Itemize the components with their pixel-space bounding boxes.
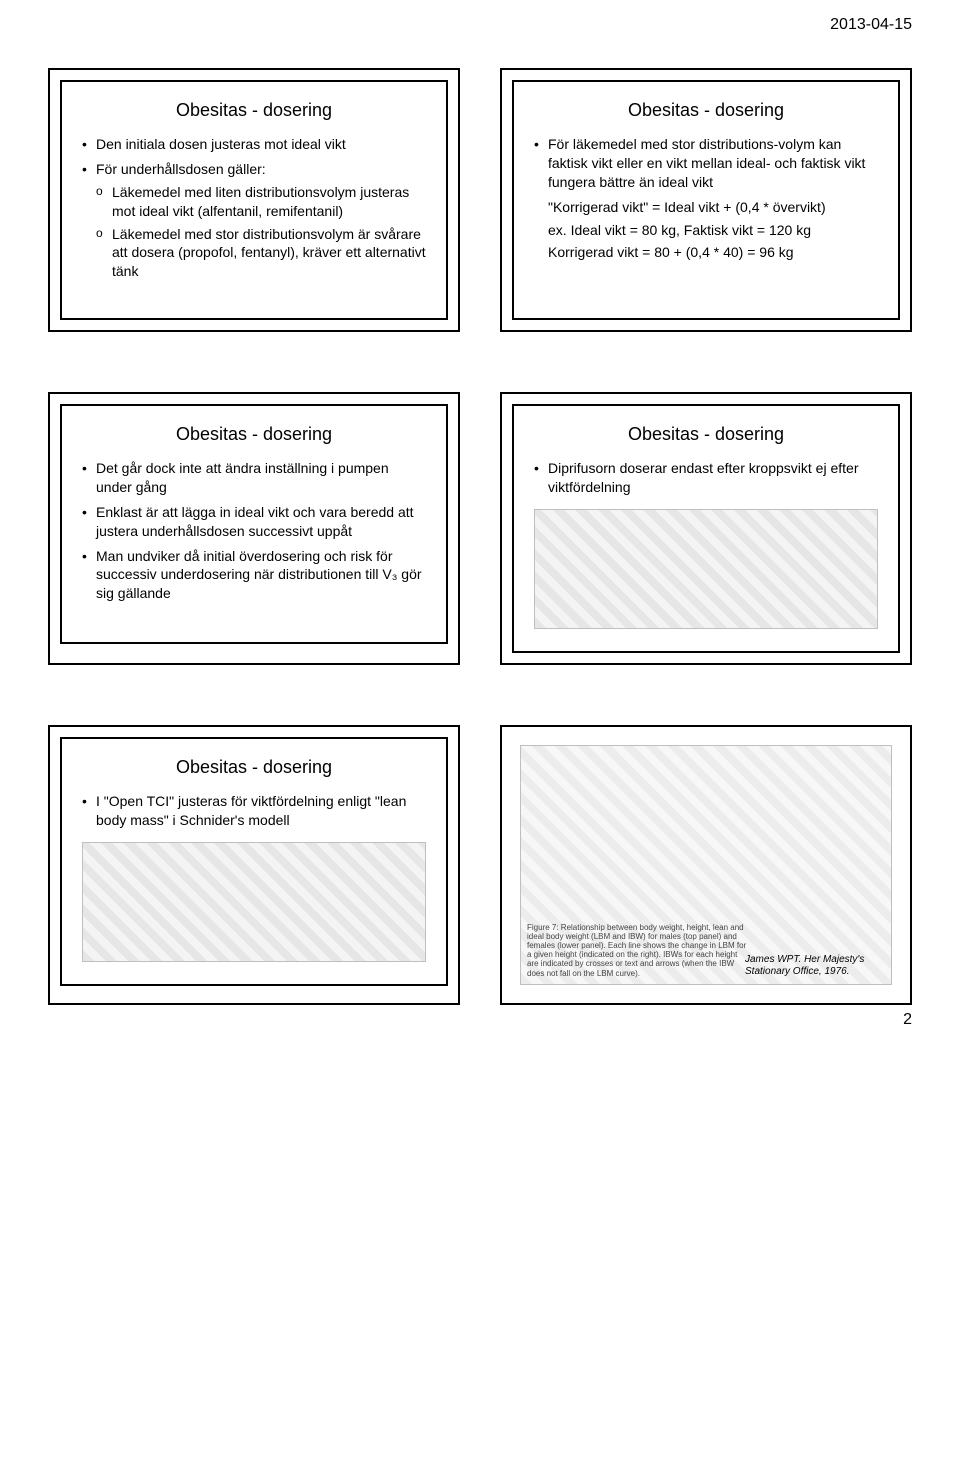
bullet-text: Den initiala dosen justeras mot ideal vi… xyxy=(96,136,346,152)
formula-block: "Korrigerad vikt" = Ideal vikt + (0,4 * … xyxy=(534,198,878,267)
slide-5-inner: Obesitas - dosering I "Open TCI" justera… xyxy=(60,737,448,986)
bullet-text: I "Open TCI" justeras för viktfördelning… xyxy=(96,793,406,828)
sub-item: Läkemedel med stor distributionsvolym är… xyxy=(96,225,426,282)
bullet-text: Man undviker då initial överdosering och… xyxy=(96,548,422,602)
slide-grid: Obesitas - dosering Den initiala dosen j… xyxy=(48,68,912,1005)
page-number: 2 xyxy=(903,1011,912,1029)
sub-text: Läkemedel med liten distributionsvolym j… xyxy=(112,184,409,219)
bullet-item: I "Open TCI" justeras för viktfördelning… xyxy=(82,792,426,830)
slide-title: Obesitas - dosering xyxy=(82,100,426,121)
formula-line: ex. Ideal vikt = 80 kg, Faktisk vikt = 1… xyxy=(548,221,878,240)
formula-line: "Korrigerad vikt" = Ideal vikt + (0,4 * … xyxy=(548,198,878,217)
slide-6-inner: Figure 7: Relationship between body weig… xyxy=(512,737,900,993)
bullet-text: Diprifusorn doserar endast efter kroppsv… xyxy=(548,460,858,495)
bullet-list: Diprifusorn doserar endast efter kroppsv… xyxy=(534,459,878,503)
bullet-text: För läkemedel med stor distributions-vol… xyxy=(548,136,865,190)
bullet-item: Man undviker då initial överdosering och… xyxy=(82,547,426,604)
sub-text: Läkemedel med stor distributionsvolym är… xyxy=(112,226,426,280)
lbm-chart-placeholder: Figure 7: Relationship between body weig… xyxy=(520,745,892,985)
slide-6: Figure 7: Relationship between body weig… xyxy=(500,725,912,1005)
date-header: 2013-04-15 xyxy=(830,16,912,34)
slide-5: Obesitas - dosering I "Open TCI" justera… xyxy=(48,725,460,1005)
page: 2013-04-15 Obesitas - dosering Den initi… xyxy=(0,0,960,1045)
slide-1: Obesitas - dosering Den initiala dosen j… xyxy=(48,68,460,332)
sub-item: Läkemedel med liten distributionsvolym j… xyxy=(96,183,426,221)
slide-title: Obesitas - dosering xyxy=(82,757,426,778)
bullet-item: Det går dock inte att ändra inställning … xyxy=(82,459,426,497)
slide-3-inner: Obesitas - dosering Det går dock inte at… xyxy=(60,404,448,644)
slide-3: Obesitas - dosering Det går dock inte at… xyxy=(48,392,460,665)
sub-list: Läkemedel med liten distributionsvolym j… xyxy=(96,183,426,281)
pump-photo-placeholder xyxy=(534,509,878,629)
slide-1-inner: Obesitas - dosering Den initiala dosen j… xyxy=(60,80,448,320)
pump-open-photo-placeholder xyxy=(82,842,426,962)
slide-title: Obesitas - dosering xyxy=(534,424,878,445)
slide-title: Obesitas - dosering xyxy=(82,424,426,445)
slide-2: Obesitas - dosering För läkemedel med st… xyxy=(500,68,912,332)
bullet-item: För läkemedel med stor distributions-vol… xyxy=(534,135,878,192)
bullet-list: För läkemedel med stor distributions-vol… xyxy=(534,135,878,198)
bullet-item: Den initiala dosen justeras mot ideal vi… xyxy=(82,135,426,154)
bullet-list: Det går dock inte att ändra inställning … xyxy=(82,459,426,609)
chart-credit: James WPT. Her Majesty's Stationary Offi… xyxy=(745,954,885,978)
slide-4-inner: Obesitas - dosering Diprifusorn doserar … xyxy=(512,404,900,653)
bullet-item: Enklast är att lägga in ideal vikt och v… xyxy=(82,503,426,541)
bullet-list: Den initiala dosen justeras mot ideal vi… xyxy=(82,135,426,287)
bullet-list: I "Open TCI" justeras för viktfördelning… xyxy=(82,792,426,836)
bullet-text: Enklast är att lägga in ideal vikt och v… xyxy=(96,504,414,539)
bullet-item: Diprifusorn doserar endast efter kroppsv… xyxy=(534,459,878,497)
slide-title: Obesitas - dosering xyxy=(534,100,878,121)
slide-2-inner: Obesitas - dosering För läkemedel med st… xyxy=(512,80,900,320)
bullet-text: För underhållsdosen gäller: xyxy=(96,161,266,177)
bullet-item: För underhållsdosen gäller: Läkemedel me… xyxy=(82,160,426,281)
figure-caption: Figure 7: Relationship between body weig… xyxy=(527,923,747,978)
slide-4: Obesitas - dosering Diprifusorn doserar … xyxy=(500,392,912,665)
bullet-text: Det går dock inte att ändra inställning … xyxy=(96,460,389,495)
formula-line: Korrigerad vikt = 80 + (0,4 * 40) = 96 k… xyxy=(548,243,878,262)
